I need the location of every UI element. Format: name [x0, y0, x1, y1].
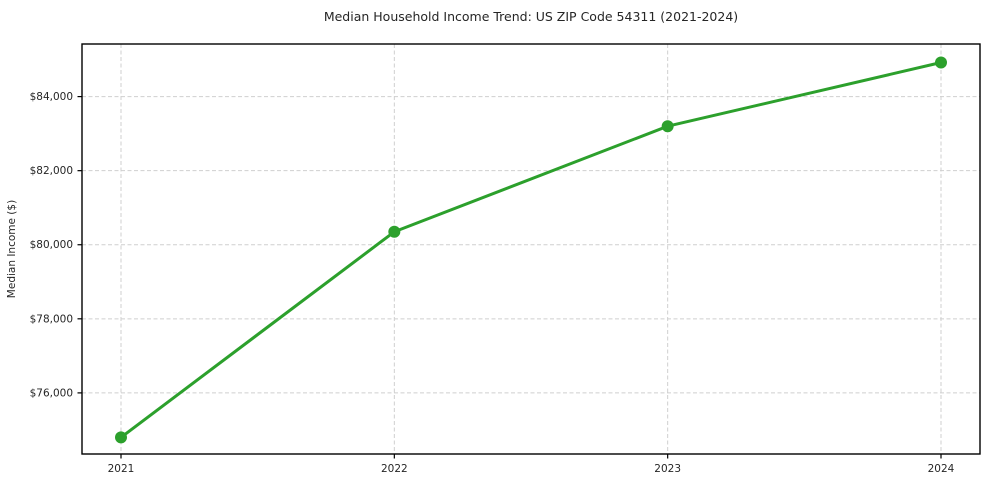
chart-title: Median Household Income Trend: US ZIP Co…: [323, 9, 739, 24]
data-point-2021: [115, 431, 127, 444]
data-point-2023: [661, 120, 674, 133]
y-tick-label: $84,000: [30, 91, 73, 103]
data-point-2024: [935, 56, 947, 69]
y-tick-label: $80,000: [30, 239, 73, 251]
plot-background: [82, 44, 980, 454]
y-tick-label: $82,000: [30, 165, 73, 177]
x-tick-label: 2023: [654, 463, 681, 475]
x-tick-label: 2022: [381, 463, 408, 475]
income-trend-line: [119, 61, 943, 439]
x-tick-label: 2021: [108, 463, 135, 475]
y-tick-label: $76,000: [30, 387, 73, 399]
x-tick-label: 2024: [928, 463, 955, 475]
y-tick-label: $78,000: [30, 313, 73, 325]
plot-border: [81, 43, 981, 455]
data-point-2022: [388, 225, 401, 238]
